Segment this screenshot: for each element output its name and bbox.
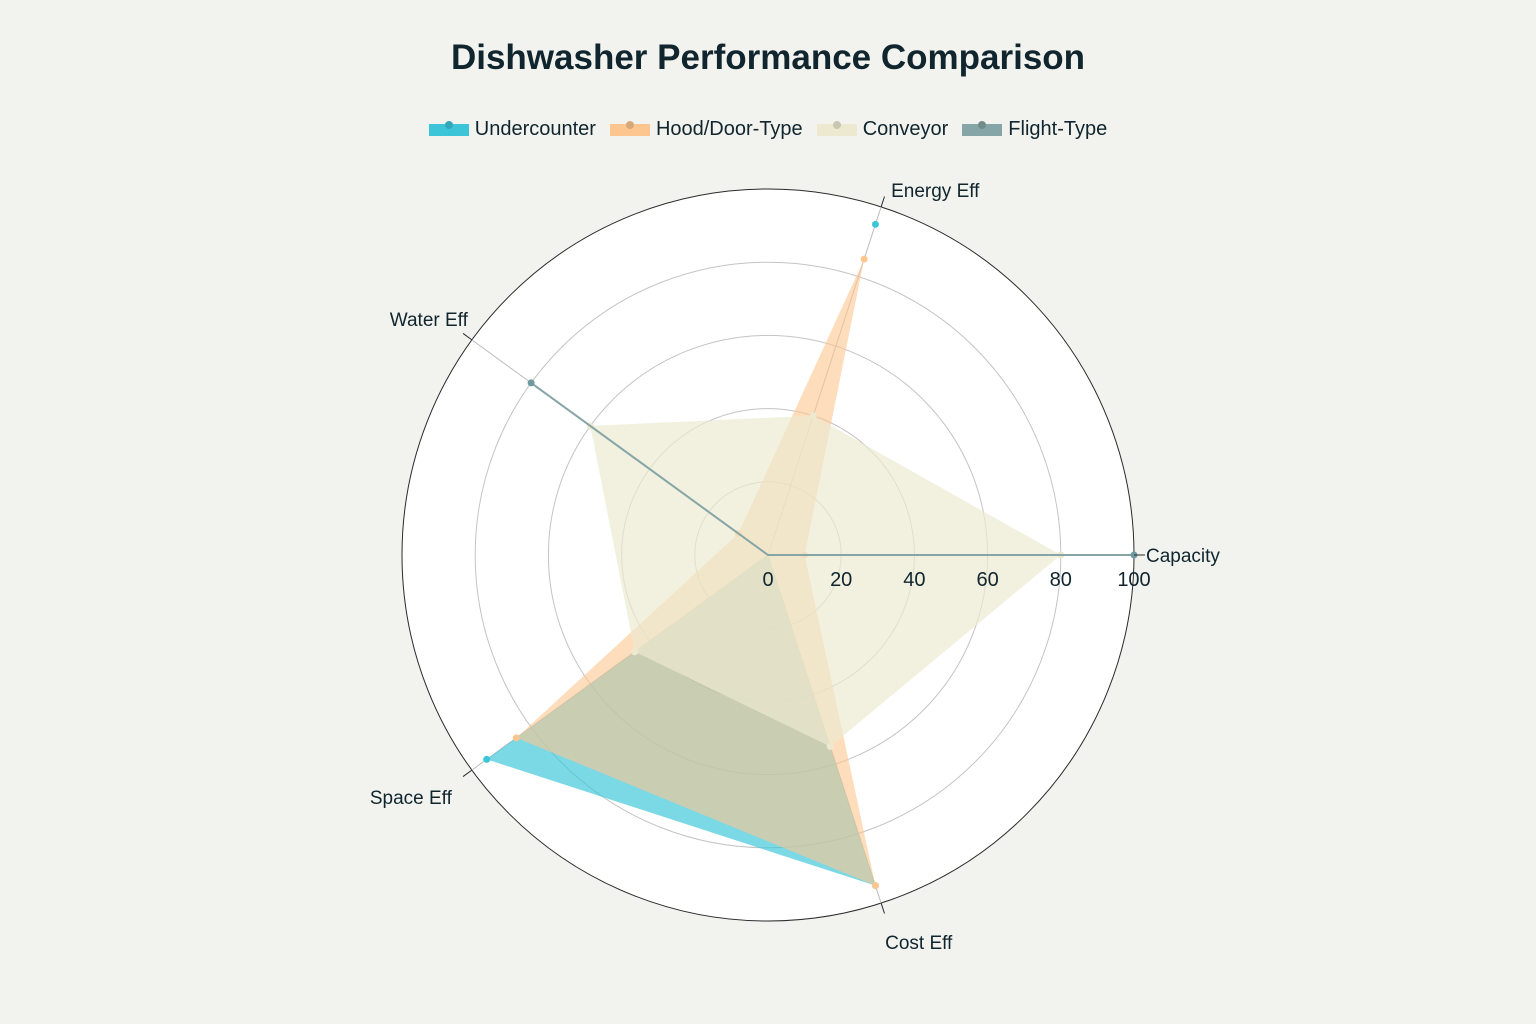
series-hood-door-type-area[interactable] xyxy=(516,259,876,886)
tick-label-60: 60 xyxy=(976,569,998,591)
axis-label-cost-eff: Cost Eff xyxy=(885,933,953,954)
point-conveyor-1[interactable] xyxy=(809,412,817,420)
legend-label: Undercounter xyxy=(474,118,596,140)
legend-item-conveyor[interactable]: Conveyor xyxy=(816,118,949,141)
point-hood-door-type-1[interactable] xyxy=(860,255,868,263)
tick-label-100: 100 xyxy=(1117,569,1150,591)
legend-swatch-icon xyxy=(609,123,650,136)
point-undercounter-3[interactable] xyxy=(483,755,491,763)
legend: Undercounter Hood/Door-Type Conveyor Flight… xyxy=(0,118,1536,141)
axis-label-energy-eff: Energy Eff xyxy=(891,181,980,202)
legend-item-flight-type[interactable]: Flight-Type xyxy=(962,118,1107,141)
axis-label-space-eff: Space Eff xyxy=(370,788,453,809)
point-conveyor-4[interactable] xyxy=(826,742,834,750)
point-conveyor-3[interactable] xyxy=(631,648,639,656)
legend-swatch-icon xyxy=(428,123,469,136)
axis-labels: Capacity Energy Eff Water Eff Space Eff Cost… xyxy=(370,181,1221,954)
axis-leader-4 xyxy=(880,902,885,914)
legend-label: Hood/Door-Type xyxy=(655,118,803,140)
series-layer xyxy=(483,220,1138,890)
legend-label: Flight-Type xyxy=(1008,118,1108,140)
tick-label-0: 0 xyxy=(762,569,773,591)
axis-label-water-eff: Water Eff xyxy=(390,310,469,331)
axis-leader-1 xyxy=(880,196,885,208)
legend-swatch-icon xyxy=(962,123,1003,136)
legend-item-hood-door-type[interactable]: Hood/Door-Type xyxy=(609,118,803,141)
point-hood-door-type-4[interactable] xyxy=(871,882,879,890)
axis-label-capacity: Capacity xyxy=(1146,546,1220,567)
series-conveyor-area[interactable] xyxy=(590,415,1061,747)
point-hood-door-type-3[interactable] xyxy=(512,734,520,742)
tick-label-20: 20 xyxy=(830,569,852,591)
radial-ticks: 0 20 40 60 80 100 xyxy=(762,569,1150,591)
tick-label-80: 80 xyxy=(1050,569,1072,591)
axis-leader-3 xyxy=(462,769,473,777)
axis-leader-2 xyxy=(462,333,473,341)
legend-label: Conveyor xyxy=(862,118,949,140)
point-flight-type-2[interactable] xyxy=(527,379,535,387)
tick-label-40: 40 xyxy=(903,569,925,591)
chart-title: Dishwasher Performance Comparison xyxy=(450,38,1086,77)
legend-item-undercounter[interactable]: Undercounter xyxy=(428,118,596,141)
point-undercounter-1[interactable] xyxy=(871,220,879,228)
legend-swatch-icon xyxy=(816,123,857,136)
